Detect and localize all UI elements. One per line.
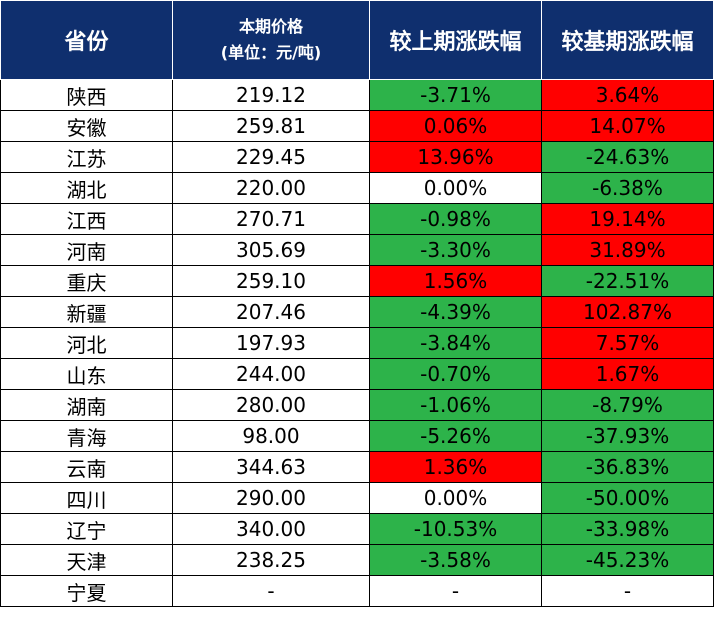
table-row: 辽宁 340.00 -10.53% -33.98%: [0, 513, 714, 545]
price-cell: 219.12: [172, 79, 370, 111]
table-row: 湖南 280.00 -1.06% -8.79%: [0, 389, 714, 421]
price-cell: 238.25: [172, 544, 370, 576]
price-cell: 220.00: [172, 172, 370, 204]
base-change-cell: -45.23%: [541, 544, 714, 576]
province-cell: 新疆: [0, 296, 173, 328]
price-cell: 270.71: [172, 203, 370, 235]
table-row: 河南 305.69 -3.30% 31.89%: [0, 234, 714, 266]
table-header-row: 省份 本期价格 (单位：元/吨) 较上期涨跌幅 较基期涨跌幅: [0, 0, 714, 80]
header-prev-change: 较上期涨跌幅: [369, 0, 542, 80]
base-change-cell: -: [541, 575, 714, 607]
header-base-change: 较基期涨跌幅: [541, 0, 714, 80]
table-row: 湖北 220.00 0.00% -6.38%: [0, 172, 714, 204]
price-cell: 259.81: [172, 110, 370, 142]
province-cell: 云南: [0, 451, 173, 483]
base-change-cell: 7.57%: [541, 327, 714, 359]
province-cell: 宁夏: [0, 575, 173, 607]
base-change-cell: -50.00%: [541, 482, 714, 514]
price-cell: 290.00: [172, 482, 370, 514]
base-change-cell: 19.14%: [541, 203, 714, 235]
table-row: 云南 344.63 1.36% -36.83%: [0, 451, 714, 483]
table-row: 江西 270.71 -0.98% 19.14%: [0, 203, 714, 235]
base-change-cell: -36.83%: [541, 451, 714, 483]
base-change-cell: 3.64%: [541, 79, 714, 111]
base-change-cell: 102.87%: [541, 296, 714, 328]
prev-change-cell: -3.58%: [369, 544, 542, 576]
price-cell: 280.00: [172, 389, 370, 421]
base-change-cell: -33.98%: [541, 513, 714, 545]
province-cell: 四川: [0, 482, 173, 514]
header-province: 省份: [0, 0, 173, 80]
table-row: 新疆 207.46 -4.39% 102.87%: [0, 296, 714, 328]
header-price-title: 本期价格: [238, 17, 303, 36]
price-cell: 197.93: [172, 327, 370, 359]
prev-change-cell: 0.00%: [369, 172, 542, 204]
province-cell: 重庆: [0, 265, 173, 297]
prev-change-cell: -10.53%: [369, 513, 542, 545]
province-cell: 江苏: [0, 141, 173, 173]
table-row: 安徽 259.81 0.06% 14.07%: [0, 110, 714, 142]
base-change-cell: 31.89%: [541, 234, 714, 266]
base-change-cell: -24.63%: [541, 141, 714, 173]
price-cell: 259.10: [172, 265, 370, 297]
prev-change-cell: -1.06%: [369, 389, 542, 421]
table-row: 宁夏 - - -: [0, 575, 714, 607]
prev-change-cell: 13.96%: [369, 141, 542, 173]
province-cell: 青海: [0, 420, 173, 452]
base-change-cell: -37.93%: [541, 420, 714, 452]
header-price-unit: (单位：元/吨): [220, 43, 322, 62]
table-row: 江苏 229.45 13.96% -24.63%: [0, 141, 714, 173]
price-cell: 229.45: [172, 141, 370, 173]
table-row: 四川 290.00 0.00% -50.00%: [0, 482, 714, 514]
price-cell: 305.69: [172, 234, 370, 266]
province-cell: 河北: [0, 327, 173, 359]
prev-change-cell: 0.00%: [369, 482, 542, 514]
table-row: 河北 197.93 -3.84% 7.57%: [0, 327, 714, 359]
price-cell: 98.00: [172, 420, 370, 452]
price-cell: 340.00: [172, 513, 370, 545]
table-row: 陕西 219.12 -3.71% 3.64%: [0, 79, 714, 111]
table-row: 重庆 259.10 1.56% -22.51%: [0, 265, 714, 297]
province-cell: 河南: [0, 234, 173, 266]
price-cell: 244.00: [172, 358, 370, 390]
prev-change-cell: -3.30%: [369, 234, 542, 266]
table-row: 天津 238.25 -3.58% -45.23%: [0, 544, 714, 576]
base-change-cell: 1.67%: [541, 358, 714, 390]
province-cell: 山东: [0, 358, 173, 390]
province-cell: 天津: [0, 544, 173, 576]
prev-change-cell: -0.70%: [369, 358, 542, 390]
province-cell: 陕西: [0, 79, 173, 111]
prev-change-cell: -3.84%: [369, 327, 542, 359]
province-cell: 江西: [0, 203, 173, 235]
table-row: 青海 98.00 -5.26% -37.93%: [0, 420, 714, 452]
base-change-cell: -6.38%: [541, 172, 714, 204]
table-row: 山东 244.00 -0.70% 1.67%: [0, 358, 714, 390]
prev-change-cell: -0.98%: [369, 203, 542, 235]
province-cell: 湖南: [0, 389, 173, 421]
prev-change-cell: 1.36%: [369, 451, 542, 483]
prev-change-cell: -5.26%: [369, 420, 542, 452]
price-cell: 344.63: [172, 451, 370, 483]
base-change-cell: -8.79%: [541, 389, 714, 421]
prev-change-cell: 1.56%: [369, 265, 542, 297]
price-cell: 207.46: [172, 296, 370, 328]
province-cell: 辽宁: [0, 513, 173, 545]
price-cell: -: [172, 575, 370, 607]
header-price: 本期价格 (单位：元/吨): [172, 0, 370, 80]
base-change-cell: 14.07%: [541, 110, 714, 142]
prev-change-cell: -4.39%: [369, 296, 542, 328]
base-change-cell: -22.51%: [541, 265, 714, 297]
prev-change-cell: 0.06%: [369, 110, 542, 142]
prev-change-cell: -: [369, 575, 542, 607]
table-body: 陕西 219.12 -3.71% 3.64% 安徽 259.81 0.06% 1…: [0, 79, 714, 607]
prev-change-cell: -3.71%: [369, 79, 542, 111]
province-cell: 湖北: [0, 172, 173, 204]
province-cell: 安徽: [0, 110, 173, 142]
